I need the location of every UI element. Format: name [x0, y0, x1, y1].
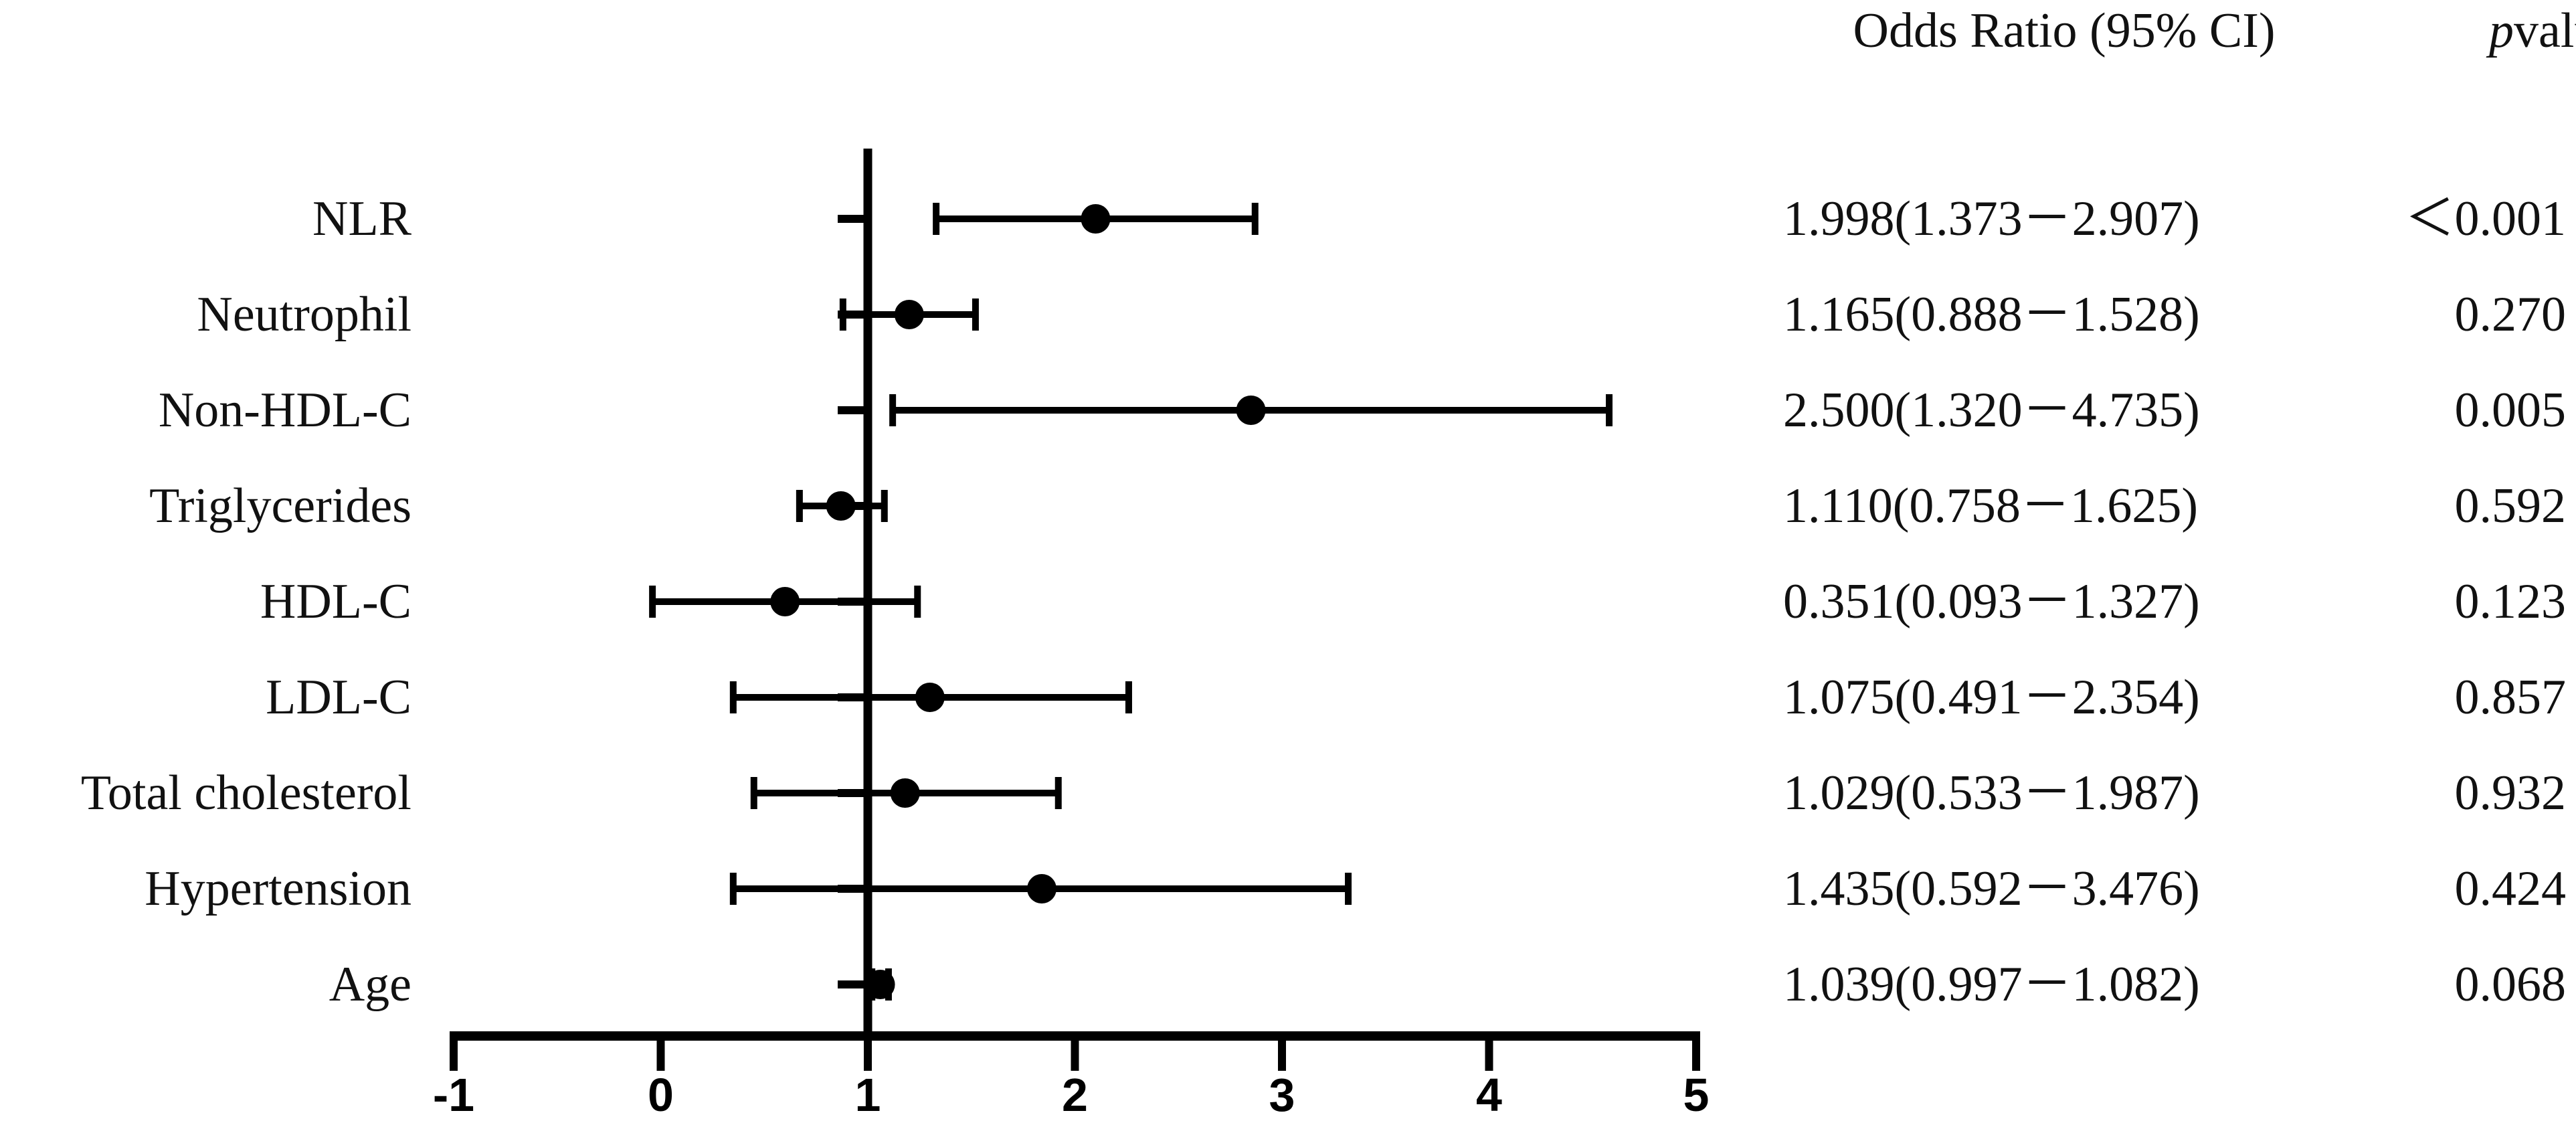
- point-estimate: [1236, 396, 1266, 425]
- odds-ratio-text: 1.435(0.592－3.476): [1783, 861, 2200, 916]
- x-tick-label: 4: [1476, 1069, 1502, 1121]
- point-estimate: [890, 778, 920, 808]
- point-estimate: [770, 587, 800, 616]
- x-tick-label: 0: [648, 1069, 674, 1121]
- p-value-header-italic: p: [2486, 3, 2514, 58]
- odds-ratio-header: Odds Ratio (95% CI): [1853, 3, 2276, 58]
- p-value-text: 0.424: [2455, 861, 2567, 916]
- point-estimate: [915, 683, 945, 712]
- point-estimate: [1026, 874, 1056, 903]
- forest-row: Non-HDL-C 2.500(1.320－4.735) 0.005: [159, 383, 2566, 438]
- forest-row: HDL-C 0.351(0.093－1.327) 0.123: [260, 574, 2566, 629]
- odds-ratio-text: 1.075(0.491－2.354): [1783, 670, 2200, 725]
- forest-row: Age 1.039(0.997－1.082) 0.068: [329, 957, 2566, 1012]
- p-value-text: 0.068: [2455, 957, 2567, 1012]
- x-axis: -1 0 1 2 3 4 5: [433, 1031, 1710, 1121]
- p-value-text: 0.270: [2455, 287, 2567, 342]
- odds-ratio-text: 1.029(0.533－1.987): [1783, 766, 2200, 820]
- x-tick-label: -1: [433, 1069, 474, 1121]
- forest-row: Triglycerides 1.110(0.758－1.625) 0.592: [149, 479, 2566, 533]
- odds-ratio-text: 1.110(0.758－1.625): [1783, 479, 2198, 533]
- p-value-text: 0.123: [2455, 574, 2567, 629]
- point-estimate: [1081, 204, 1111, 234]
- odds-ratio-text: 0.351(0.093－1.327): [1783, 574, 2200, 629]
- point-estimate: [826, 491, 856, 521]
- x-tick-label: 5: [1683, 1069, 1710, 1121]
- p-value-header: pvalue: [2486, 3, 2576, 58]
- x-tick-label: 3: [1269, 1069, 1295, 1121]
- p-value-text: 0.932: [2455, 766, 2567, 820]
- forest-row: Neutrophil 1.165(0.888－1.528) 0.270: [197, 287, 2566, 342]
- row-label: NLR: [312, 191, 412, 246]
- row-label: Total cholesterol: [81, 766, 411, 820]
- forest-rows: NLR 1.998(1.373－2.907) ＜0.001 Neutrophil 1.1…: [81, 191, 2566, 1012]
- p-value-text: 0.592: [2455, 479, 2567, 533]
- row-label: Age: [329, 957, 411, 1012]
- column-headers: Odds Ratio (95% CI) pvalue: [1853, 3, 2576, 58]
- forest-row: Total cholesterol 1.029(0.533－1.987) 0.932: [81, 766, 2566, 820]
- row-label: Neutrophil: [197, 287, 411, 342]
- odds-ratio-text: 1.998(1.373－2.907): [1783, 191, 2200, 246]
- odds-ratio-text: 2.500(1.320－4.735): [1783, 383, 2200, 438]
- point-estimate: [865, 970, 895, 999]
- forest-row: LDL-C 1.075(0.491－2.354) 0.857: [266, 670, 2566, 725]
- row-label: HDL-C: [260, 574, 411, 629]
- x-tick-label: 1: [855, 1069, 881, 1121]
- x-tick-label: 2: [1062, 1069, 1088, 1121]
- forest-row: NLR 1.998(1.373－2.907) ＜0.001: [312, 191, 2566, 246]
- p-value-text: ＜0.001: [2405, 191, 2567, 246]
- odds-ratio-text: 1.165(0.888－1.528): [1783, 287, 2200, 342]
- forest-row: Hypertension 1.435(0.592－3.476) 0.424: [145, 861, 2566, 916]
- row-label: Triglycerides: [149, 479, 411, 533]
- row-label: Non-HDL-C: [159, 383, 411, 438]
- row-label: LDL-C: [266, 670, 411, 725]
- p-value-header-rest: value: [2514, 3, 2576, 58]
- row-label: Hypertension: [145, 861, 411, 916]
- p-value-text: 0.857: [2455, 670, 2567, 725]
- p-value-text: 0.005: [2455, 383, 2567, 438]
- odds-ratio-text: 1.039(0.997－1.082): [1783, 957, 2200, 1012]
- point-estimate: [894, 300, 924, 329]
